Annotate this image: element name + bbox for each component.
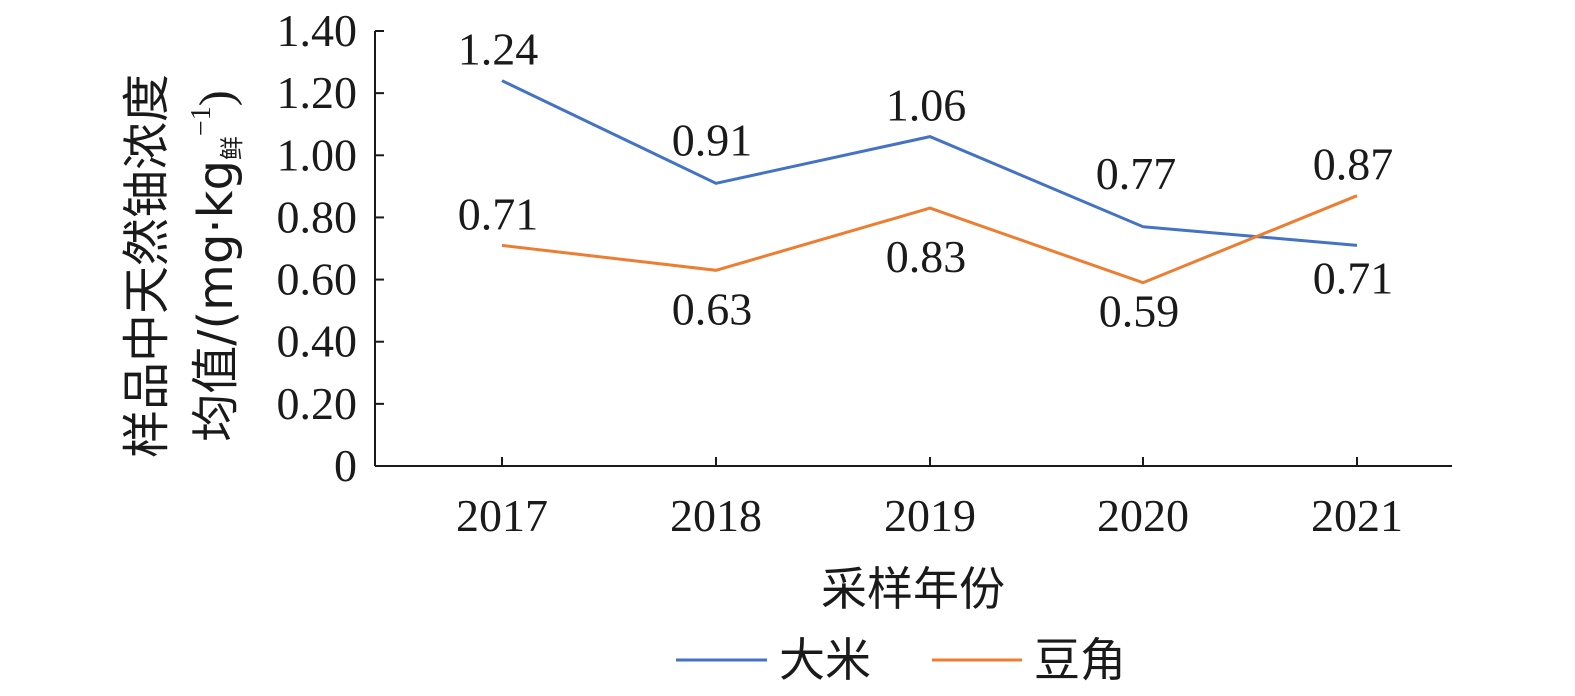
x-tick-label: 2018 — [670, 490, 762, 541]
y-axis-label: 样品中天然铀浓度 均值/(mg·kg鲜−1) — [119, 74, 246, 458]
y-tick-label: 0.80 — [277, 191, 358, 242]
x-tick-label: 2017 — [456, 490, 548, 541]
y-axis-label-subscript: 鲜 — [218, 136, 246, 160]
y-tick-labels: 0 0.20 0.40 0.60 0.80 1.00 1.20 1.40 — [277, 5, 358, 491]
data-label: 1.24 — [458, 24, 539, 75]
data-label: 1.06 — [886, 80, 967, 131]
legend-label: 大米 — [779, 633, 871, 687]
data-label: 0.77 — [1096, 148, 1177, 199]
y-tick-label: 0 — [334, 440, 357, 491]
data-labels: 1.24 0.91 1.06 0.77 0.71 0.71 0.63 0.83 0.59 0.87 — [458, 24, 1394, 337]
data-label: 0.71 — [1313, 252, 1394, 303]
y-axis-label-prefix: 均值/(mg·kg — [188, 160, 244, 442]
x-tick-label: 2019 — [884, 490, 976, 541]
data-label: 0.63 — [672, 283, 753, 334]
data-label: 0.87 — [1313, 139, 1394, 190]
y-axis-label-line2: 均值/(mg·kg鲜−1) — [186, 90, 246, 441]
x-tick-labels: 2017 2018 2019 2020 2021 — [456, 490, 1403, 541]
data-label: 0.71 — [458, 188, 539, 239]
y-tick-label: 1.20 — [277, 67, 358, 118]
x-tick-label: 2021 — [1311, 490, 1403, 541]
x-axis-label: 采样年份 — [821, 562, 1005, 616]
legend-label: 豆角 — [1034, 633, 1126, 687]
data-label: 0.91 — [672, 114, 753, 165]
data-label: 0.59 — [1099, 286, 1180, 337]
y-axis-label-line1: 样品中天然铀浓度 — [119, 74, 175, 458]
series-lines — [501, 79, 1358, 285]
y-axis-label-superscript: −1 — [186, 106, 217, 136]
legend: 大米 豆角 — [676, 633, 1126, 687]
x-tick-label: 2020 — [1097, 490, 1189, 541]
y-tick-label: 1.40 — [277, 5, 358, 56]
axes — [374, 30, 1452, 467]
legend-item-2: 豆角 — [932, 633, 1126, 687]
y-tick-label: 0.20 — [277, 378, 358, 429]
legend-item-1: 大米 — [676, 633, 871, 687]
data-label: 0.83 — [886, 231, 967, 282]
y-axis-label-suffix: ) — [190, 90, 243, 106]
y-tick-label: 0.40 — [277, 316, 358, 367]
y-tick-label: 0.60 — [277, 254, 358, 305]
y-tick-label: 1.00 — [277, 129, 358, 180]
